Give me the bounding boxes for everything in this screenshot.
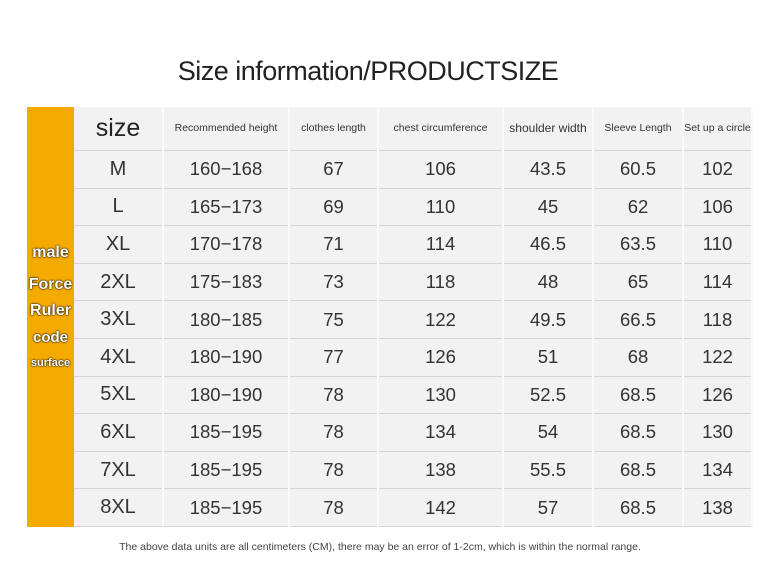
table-row: XL 170−178 71 114 46.5 63.5 110 [74,225,753,264]
cell-clothes-length: 77 [289,338,379,377]
cell-recommended-height: 165−173 [163,188,290,227]
cell-recommended-height: 175−183 [163,263,290,302]
cell-clothes-length: 78 [289,376,379,415]
cell-chest-circumference: 138 [378,451,504,490]
cell-shoulder-width: 48 [503,263,594,302]
table-row: M 160−168 67 106 43.5 60.5 102 [74,150,753,189]
header-chest-circumference: chest circumference [378,107,504,151]
cell-shoulder-width: 52.5 [503,376,594,415]
cell-shoulder-width: 49.5 [503,300,594,339]
cell-clothes-length: 69 [289,188,379,227]
cell-size: 8XL [74,488,164,527]
cell-chest-circumference: 134 [378,413,504,452]
table-row: 6XL 185−195 78 134 54 68.5 130 [74,413,753,452]
cell-chest-circumference: 142 [378,488,504,527]
cell-size: 7XL [74,451,164,490]
sidebar-line-ruler: Ruler [30,302,71,319]
cell-clothes-length: 73 [289,263,379,302]
cell-clothes-length: 78 [289,413,379,452]
cell-size: 4XL [74,338,164,377]
cell-chest-circumference: 122 [378,300,504,339]
cell-size: 5XL [74,376,164,415]
header-sleeve-length: Sleeve Length [593,107,684,151]
cell-chest-circumference: 126 [378,338,504,377]
cell-set-up-circle: 134 [683,451,753,490]
cell-sleeve-length: 60.5 [593,150,684,189]
cell-clothes-length: 71 [289,225,379,264]
table-row: 2XL 175−183 73 118 48 65 114 [74,263,753,302]
cell-chest-circumference: 114 [378,225,504,264]
cell-sleeve-length: 68 [593,338,684,377]
table-body: M 160−168 67 106 43.5 60.5 102 L 165−173 69 110 45 6… [74,150,753,527]
cell-sleeve-length: 65 [593,263,684,302]
cell-sleeve-length: 66.5 [593,300,684,339]
sidebar-label-panel: male Force Ruler code surface [27,107,74,527]
cell-recommended-height: 180−190 [163,338,290,377]
page-title: Size information/PRODUCTSIZE [177,56,559,86]
cell-shoulder-width: 54 [503,413,594,452]
header-size: size [74,107,164,151]
header-clothes-length: clothes length [289,107,379,151]
cell-chest-circumference: 118 [378,263,504,302]
cell-set-up-circle: 106 [683,188,753,227]
cell-set-up-circle: 118 [683,300,753,339]
cell-shoulder-width: 57 [503,488,594,527]
cell-set-up-circle: 114 [683,263,753,302]
footnote: The above data units are all centimeters… [119,541,641,553]
cell-recommended-height: 170−178 [163,225,290,264]
header-set-up-circle: Set up a circle [683,107,753,151]
table-header-row: size Recommended height clothes length c… [74,107,753,151]
cell-set-up-circle: 110 [683,225,753,264]
cell-set-up-circle: 102 [683,150,753,189]
cell-recommended-height: 180−185 [163,300,290,339]
sidebar-line-male: male [32,244,69,261]
cell-size: 2XL [74,263,164,302]
cell-clothes-length: 78 [289,451,379,490]
cell-set-up-circle: 122 [683,338,753,377]
cell-set-up-circle: 130 [683,413,753,452]
cell-sleeve-length: 68.5 [593,376,684,415]
cell-shoulder-width: 45 [503,188,594,227]
cell-set-up-circle: 126 [683,376,753,415]
cell-size: XL [74,225,164,264]
header-recommended-height: Recommended height [163,107,290,151]
cell-shoulder-width: 55.5 [503,451,594,490]
cell-recommended-height: 185−195 [163,451,290,490]
cell-shoulder-width: 51 [503,338,594,377]
cell-size: 3XL [74,300,164,339]
table-row: L 165−173 69 110 45 62 106 [74,188,753,227]
cell-recommended-height: 185−195 [163,413,290,452]
cell-clothes-length: 75 [289,300,379,339]
table-row: 3XL 180−185 75 122 49.5 66.5 118 [74,300,753,339]
cell-size: L [74,188,164,227]
cell-shoulder-width: 46.5 [503,225,594,264]
cell-set-up-circle: 138 [683,488,753,527]
cell-clothes-length: 67 [289,150,379,189]
cell-sleeve-length: 62 [593,188,684,227]
cell-size: M [74,150,164,189]
cell-size: 6XL [74,413,164,452]
cell-chest-circumference: 106 [378,150,504,189]
cell-chest-circumference: 130 [378,376,504,415]
cell-recommended-height: 160−168 [163,150,290,189]
cell-shoulder-width: 43.5 [503,150,594,189]
cell-recommended-height: 185−195 [163,488,290,527]
cell-sleeve-length: 68.5 [593,413,684,452]
cell-sleeve-length: 68.5 [593,451,684,490]
cell-chest-circumference: 110 [378,188,504,227]
cell-clothes-length: 78 [289,488,379,527]
sidebar-line-surface: surface [30,357,71,369]
table-row: 7XL 185−195 78 138 55.5 68.5 134 [74,451,753,490]
table-row: 4XL 180−190 77 126 51 68 122 [74,338,753,377]
cell-sleeve-length: 63.5 [593,225,684,264]
size-table: size Recommended height clothes length c… [74,107,753,527]
sidebar-line-code: code [32,329,68,346]
cell-sleeve-length: 68.5 [593,488,684,527]
header-shoulder-width: shoulder width [503,107,594,151]
cell-recommended-height: 180−190 [163,376,290,415]
table-row: 8XL 185−195 78 142 57 68.5 138 [74,488,753,527]
table-row: 5XL 180−190 78 130 52.5 68.5 126 [74,376,753,415]
sidebar-line-force: Force [28,276,73,293]
